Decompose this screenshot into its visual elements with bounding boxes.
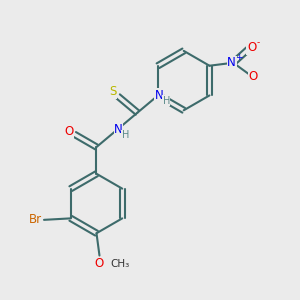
Text: -: - [257,38,260,47]
Text: CH₃: CH₃ [111,260,130,269]
Text: S: S [109,85,116,98]
Text: H: H [122,130,129,140]
Text: H: H [163,96,170,106]
Text: O: O [64,125,74,138]
Text: +: + [235,53,242,62]
Text: O: O [95,257,104,270]
Text: Br: Br [28,213,42,226]
Text: O: O [247,41,256,54]
Text: N: N [155,89,164,102]
Text: O: O [248,70,258,83]
Text: N: N [114,123,123,136]
Text: N: N [227,56,236,69]
